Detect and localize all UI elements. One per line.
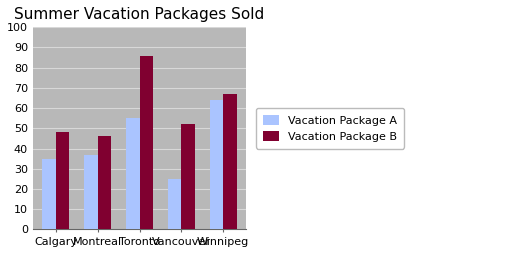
Bar [43,159,56,229]
Bar [168,179,181,229]
Bar [210,100,223,229]
Bar [56,132,69,229]
Bar [181,124,195,229]
Title: Summer Vacation Packages Sold: Summer Vacation Packages Sold [14,7,265,22]
Bar [223,94,237,229]
Bar [140,56,153,229]
Bar [85,155,98,229]
Bar [126,118,140,229]
Legend: Vacation Package A, Vacation Package B: Vacation Package A, Vacation Package B [256,108,404,149]
Bar [98,136,111,229]
